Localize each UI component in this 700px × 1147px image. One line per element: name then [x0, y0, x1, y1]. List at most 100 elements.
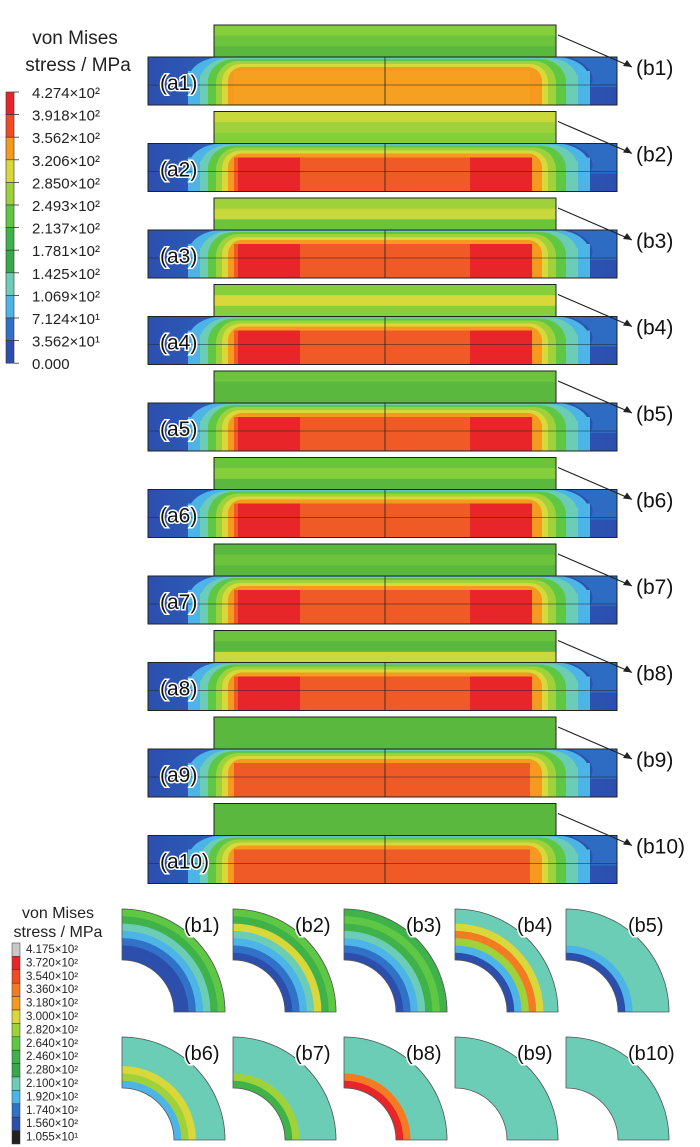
- pointer-arrow: [557, 34, 633, 68]
- ring-band: [455, 1058, 537, 1140]
- ring-band: [566, 937, 641, 1012]
- plate-outline: [213, 630, 557, 663]
- legend-bottom-label: 1.560×10²: [26, 1118, 78, 1130]
- ring-section-label: (b3): [406, 915, 442, 937]
- legend-top: von Mises stress / MPa 4.274×10² 3.918×10…: [5, 28, 131, 373]
- ring-sections: (b1) (b2) (b3) (b4) (b5) (b6) (b7) (b8) (b9) (b10…: [121, 908, 676, 1141]
- legend-bottom-swatch: [11, 1009, 21, 1024]
- ring-section-b8: (b8): [343, 1036, 448, 1141]
- pointer-arrowhead: [623, 60, 632, 67]
- ring-section-label: (b7): [295, 1043, 331, 1065]
- plate-layer: [214, 457, 556, 469]
- legend-top-label: 2.493×10²: [32, 198, 100, 215]
- peak-zone-right: [470, 157, 532, 192]
- ring-band: [233, 908, 337, 1012]
- ring-band: [566, 930, 648, 1012]
- panel-a-label: (a8): [160, 678, 197, 701]
- legend-bottom-label: 2.820×10²: [26, 1024, 78, 1036]
- legend-bottom-label: 3.180×10²: [26, 998, 78, 1010]
- pointer-arrow: [557, 207, 633, 241]
- ring-band: [566, 1065, 641, 1140]
- panel-a10: (a10) (b10): [147, 803, 685, 884]
- peak-zone-left: [238, 590, 300, 624]
- ring-band: [566, 945, 633, 1012]
- ring-section-b5: (b5): [565, 908, 670, 1013]
- ring-section-b3: (b3): [343, 908, 448, 1013]
- legend-bottom-label: 3.540×10²: [26, 971, 78, 983]
- legend-bottom-label: 4.175×10²: [26, 944, 78, 956]
- plate-layer: [214, 371, 556, 383]
- legend-bottom-title-line-2: stress / MPa: [14, 924, 103, 941]
- ring-section-b2: (b2): [232, 908, 337, 1013]
- ring-band: [455, 1080, 515, 1140]
- legend-top-swatch: [5, 249, 15, 274]
- plate-layer: [214, 392, 556, 404]
- panel-b-label: (b4): [636, 317, 673, 340]
- ring-band: [455, 1043, 552, 1140]
- peak-zone-left: [238, 157, 300, 192]
- ring-band: [233, 923, 322, 1012]
- legend-top-labels: 4.274×10² 3.918×10² 3.562×10² 3.206×10² 2.85…: [14, 85, 100, 373]
- plate-outline: [213, 111, 557, 144]
- peak-zone-right: [470, 417, 532, 451]
- ring-band: [122, 1058, 204, 1140]
- ring-band: [122, 1073, 189, 1140]
- peak-zone-left: [238, 417, 300, 451]
- ring-band: [455, 1036, 559, 1140]
- plate-layer: [214, 468, 556, 480]
- plate-layer: [214, 738, 556, 750]
- legend-top-swatch: [5, 204, 15, 228]
- ring-section-label: (b2): [295, 915, 331, 937]
- panel-a1: (a1) (b1): [147, 24, 673, 106]
- legend-top-swatch: [5, 182, 15, 206]
- ring-outline: [454, 908, 559, 1013]
- edge-low-zone: [570, 749, 617, 779]
- panel-a3: (a3) (b3): [147, 197, 673, 279]
- plate-layer: [214, 305, 556, 317]
- panel-a-label: (a10): [160, 851, 209, 874]
- legend-bottom-swatch: [11, 1023, 21, 1038]
- legend-bottom-swatch: [11, 1036, 21, 1051]
- legend-top-swatch: [5, 159, 15, 183]
- plate-layer: [214, 295, 556, 307]
- pointer-arrowhead: [623, 146, 632, 154]
- pointer-arrowhead: [623, 579, 632, 586]
- ring-band: [566, 1043, 663, 1140]
- ring-section-label: (b9): [517, 1043, 553, 1065]
- edge-low-zone: [570, 57, 617, 87]
- ring-band: [566, 1058, 648, 1140]
- plate-layer: [214, 122, 556, 134]
- ring-outline: [343, 1036, 448, 1141]
- ring-band: [344, 915, 441, 1012]
- ring-band: [233, 1080, 293, 1140]
- ring-outline: [565, 908, 670, 1013]
- ring-band: [233, 1058, 315, 1140]
- ring-band: [566, 1051, 655, 1140]
- ring-outline: [343, 908, 448, 1013]
- ring-band: [122, 915, 219, 1012]
- plate-layer: [214, 198, 556, 210]
- legend-bottom-label: 3.360×10²: [26, 984, 78, 996]
- ring-section-b10: (b10): [565, 1036, 676, 1141]
- plate-outline: [213, 457, 557, 490]
- panel-a6: (a6) (b6): [147, 457, 673, 538]
- panel-a2: (a2) (b2): [147, 111, 673, 192]
- ring-band: [455, 937, 530, 1012]
- pointer-arrowhead: [623, 665, 632, 673]
- plate-outline: [213, 803, 557, 836]
- ring-band: [344, 937, 419, 1012]
- pointer-arrow: [557, 639, 633, 674]
- ring-band: [122, 1080, 182, 1140]
- core-region: [234, 849, 530, 884]
- section-panels: (a1) (b1) (a2) (b2) (a3) (b3) (a4) (b4) (a5) (b5)…: [147, 24, 685, 884]
- legend-top-title-line-1: von Mises: [32, 28, 118, 49]
- plate-layer: [214, 111, 556, 123]
- panel-b-label: (b10): [636, 836, 685, 859]
- panel-a7: (a7) (b7): [147, 543, 673, 625]
- edge-low-zone: [570, 230, 617, 260]
- ring-band: [566, 1073, 633, 1140]
- legend-bottom-label: 2.640×10²: [26, 1038, 78, 1050]
- plate-layer: [214, 803, 556, 815]
- ring-band: [566, 923, 655, 1012]
